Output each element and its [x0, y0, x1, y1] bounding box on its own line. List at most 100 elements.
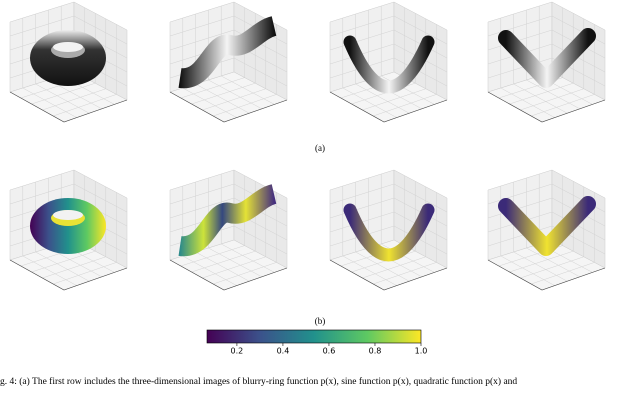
pane-grid	[42, 88, 106, 111]
pane-grid	[35, 83, 90, 114]
colorbar-tick-label: 1.0	[415, 347, 428, 356]
pane-grid	[233, 57, 288, 87]
surface-hole	[53, 42, 83, 52]
plot-3d	[329, 169, 448, 291]
pane-grid	[509, 82, 574, 105]
pane-grid	[393, 225, 448, 255]
axis-line	[329, 259, 448, 291]
pane-grid	[509, 250, 574, 273]
pane-grid	[208, 79, 262, 110]
pane-grid	[208, 247, 262, 278]
pane-grid	[73, 15, 128, 45]
pane-grid	[53, 94, 117, 117]
pane-grid	[355, 83, 410, 114]
colorbar-tick-label: 0.2	[231, 347, 244, 356]
pane-grid	[362, 256, 426, 279]
pane-grid	[551, 211, 606, 241]
pane-grid	[551, 43, 606, 73]
pane-grid	[22, 255, 77, 286]
pane-grid	[373, 262, 437, 285]
pane-grid	[513, 83, 568, 114]
pane-grid	[329, 29, 395, 51]
pane-grid	[191, 250, 256, 273]
axis-line	[487, 91, 606, 123]
plot-3d	[487, 1, 606, 123]
pane-grid	[487, 15, 553, 37]
axis-line	[169, 91, 288, 123]
pane-grid	[221, 75, 275, 105]
plot-3d	[9, 1, 128, 123]
colorbar	[206, 329, 422, 344]
plot-3d	[169, 169, 288, 291]
pane-grid	[487, 197, 553, 219]
pane-grid	[202, 256, 266, 279]
axis-line	[169, 259, 288, 291]
pane-grid	[169, 197, 235, 219]
pane-grid	[182, 255, 237, 286]
pane-grid	[221, 243, 275, 273]
pane-grid	[31, 82, 96, 105]
pane-grid	[22, 87, 77, 118]
surface	[498, 28, 596, 88]
surface	[343, 203, 435, 262]
surface-hole	[53, 210, 83, 220]
pane-grid	[169, 15, 235, 37]
pane-grid	[487, 225, 553, 247]
pane-grid	[169, 29, 235, 51]
pane-grid	[500, 87, 555, 118]
plot-3d	[329, 1, 448, 123]
pane-grid	[362, 88, 426, 111]
pane-grid	[195, 251, 250, 282]
plot-3d	[9, 169, 128, 291]
pane-grid	[195, 83, 250, 114]
pane-grid	[355, 251, 410, 282]
pane-grid	[393, 15, 448, 45]
pane-grid	[233, 225, 288, 255]
pane-grid	[9, 183, 75, 205]
caption: g. 4: (a) The first row includes the thr…	[0, 376, 517, 387]
surface	[498, 196, 596, 256]
colorbar-tick-label: 0.4	[277, 347, 290, 356]
surface	[178, 16, 278, 89]
pane-grid	[551, 183, 606, 213]
pane-grid	[329, 197, 395, 219]
axis-line	[329, 91, 448, 123]
pane-grid	[213, 94, 277, 117]
pane-grid	[520, 256, 584, 279]
pane-grid	[500, 255, 555, 286]
pane-grid	[53, 262, 117, 285]
axis-line	[9, 259, 128, 291]
plot-3d	[169, 1, 288, 123]
pane-grid	[180, 245, 245, 267]
pane-grid	[526, 79, 580, 110]
pane-grid	[513, 251, 568, 282]
pane-grid	[329, 15, 395, 37]
axis-line	[487, 259, 606, 291]
pane-grid	[169, 183, 235, 205]
pane-grid	[191, 82, 256, 105]
pane-grid	[520, 88, 584, 111]
pane-grid	[73, 183, 128, 213]
colorbar-tick-label: 0.8	[369, 347, 382, 356]
pane-grid	[180, 77, 245, 99]
pane-grid	[373, 94, 437, 117]
plot-3d	[487, 169, 606, 291]
pane-grid	[9, 15, 75, 37]
subfigure-label: (b)	[315, 316, 326, 326]
pane-grid	[329, 183, 395, 205]
pane-grid	[487, 57, 553, 79]
pane-grid	[182, 87, 237, 118]
pane-grid	[42, 256, 106, 279]
pane-grid	[531, 262, 595, 285]
pane-grid	[342, 255, 397, 286]
pane-grid	[393, 57, 448, 87]
pane-grid	[487, 183, 553, 205]
subfigure-label: (a)	[315, 143, 325, 153]
axis-line	[9, 91, 128, 123]
pane-grid	[213, 262, 277, 285]
pane-grid	[531, 94, 595, 117]
pane-grid	[487, 29, 553, 51]
pane-grid	[551, 15, 606, 45]
